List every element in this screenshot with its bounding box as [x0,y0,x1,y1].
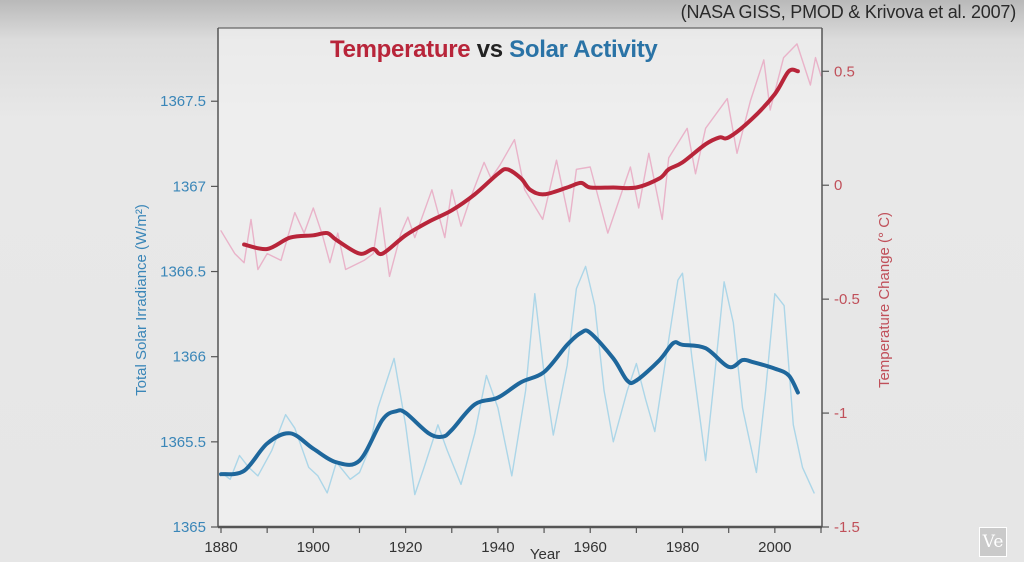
x-tick-label: 1980 [666,539,699,556]
x-tick-label: 1920 [389,539,422,556]
title-solar-activity: Solar Activity [509,36,658,63]
right-tick-label: 0 [834,177,842,194]
x-tick-label: 1960 [574,539,607,556]
left-tick-label: 1366.5 [160,264,206,281]
right-tick-label: -0.5 [834,291,860,308]
left-tick-label: 1367.5 [160,93,206,110]
x-tick-label: 1900 [297,539,330,556]
right-tick-label: -1 [834,405,847,422]
x-tick-label: 2000 [758,539,791,556]
right-axis-label: Temperature Change (° C) [876,212,893,388]
title-vs: vs [476,36,503,63]
left-tick-label: 1365.5 [160,434,206,451]
x-tick-label: 1940 [481,539,514,556]
right-tick-label: -1.5 [834,519,860,536]
x-tick-label: 1880 [204,539,237,556]
x-axis-label: Year [530,546,560,562]
series-layer [219,43,822,496]
left-tick-label: 1366 [173,349,206,366]
left-tick-label: 1367 [173,178,206,195]
left-axis-label: Total Solar Irradiance (W/m²) [133,204,150,396]
right-tick-label: 0.5 [834,63,855,80]
source-citation: (NASA GISS, PMOD & Krivova et al. 2007) [680,2,1017,22]
title-temperature: Temperature [330,36,471,63]
left-tick-label: 1365 [173,519,206,536]
plot-area [218,28,822,527]
chart-title: Temperature vs Solar Activity [330,36,658,64]
veritasium-logo: Ve [979,527,1007,557]
